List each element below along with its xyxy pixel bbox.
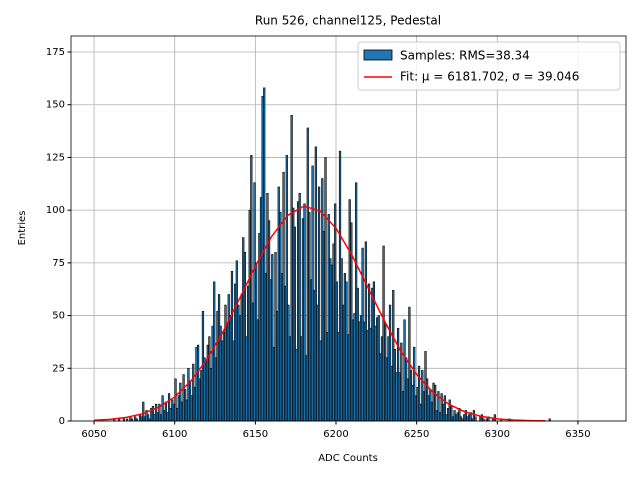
y-tick-label: 25 [52, 363, 65, 374]
legend-label: Samples: RMS=38.34 [400, 49, 530, 63]
x-tick-label: 6150 [243, 429, 268, 440]
y-tick-label: 125 [46, 152, 65, 163]
legend-label: Fit: μ = 6181.702, σ = 39.046 [400, 70, 579, 84]
y-tick-label: 50 [52, 311, 65, 322]
y-tick-label: 100 [46, 205, 65, 216]
y-tick-label: 175 [46, 47, 65, 58]
x-tick-label: 6300 [485, 429, 510, 440]
x-tick-label: 6250 [404, 429, 429, 440]
x-tick-label: 6200 [323, 429, 348, 440]
fit-line [94, 205, 546, 422]
y-tick-label: 150 [46, 100, 65, 111]
legend: Samples: RMS=38.34 Fit: μ = 6181.702, σ =… [357, 41, 621, 91]
plot-frame [70, 35, 627, 422]
x-tick-label: 6100 [162, 429, 187, 440]
chart-title: Run 526, channel125, Pedestal [255, 14, 441, 28]
y-tick-label: 0 [59, 416, 65, 427]
y-axis-label: Entries [17, 211, 28, 246]
legend-swatch [363, 49, 393, 61]
x-axis-label: ADC Counts [318, 453, 378, 464]
y-tick-label: 75 [52, 258, 65, 269]
legend-box [357, 41, 621, 91]
x-tick-label: 6050 [81, 429, 106, 440]
x-tick-label: 6350 [565, 429, 590, 440]
bar [474, 416, 477, 422]
